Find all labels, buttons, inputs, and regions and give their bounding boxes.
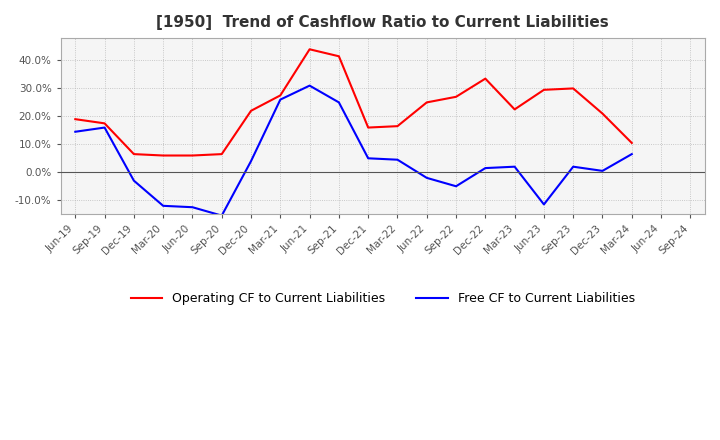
Free CF to Current Liabilities	[569, 164, 577, 169]
Operating CF to Current Liabilities	[217, 151, 226, 157]
Free CF to Current Liabilities	[100, 125, 109, 130]
Operating CF to Current Liabilities	[335, 54, 343, 59]
Operating CF to Current Liabilities	[364, 125, 372, 130]
Line: Free CF to Current Liabilities: Free CF to Current Liabilities	[76, 86, 631, 216]
Operating CF to Current Liabilities	[627, 140, 636, 146]
Free CF to Current Liabilities	[305, 83, 314, 88]
Free CF to Current Liabilities	[364, 156, 372, 161]
Operating CF to Current Liabilities	[451, 94, 460, 99]
Operating CF to Current Liabilities	[100, 121, 109, 126]
Operating CF to Current Liabilities	[481, 76, 490, 81]
Line: Operating CF to Current Liabilities: Operating CF to Current Liabilities	[76, 49, 631, 155]
Free CF to Current Liabilities	[217, 213, 226, 218]
Free CF to Current Liabilities	[159, 203, 168, 209]
Free CF to Current Liabilities	[481, 165, 490, 171]
Free CF to Current Liabilities	[627, 151, 636, 157]
Free CF to Current Liabilities	[247, 158, 256, 164]
Operating CF to Current Liabilities	[510, 107, 519, 112]
Free CF to Current Liabilities	[423, 175, 431, 180]
Operating CF to Current Liabilities	[159, 153, 168, 158]
Free CF to Current Liabilities	[71, 129, 80, 134]
Free CF to Current Liabilities	[539, 202, 548, 207]
Operating CF to Current Liabilities	[247, 108, 256, 114]
Operating CF to Current Liabilities	[423, 100, 431, 105]
Operating CF to Current Liabilities	[539, 87, 548, 92]
Free CF to Current Liabilities	[510, 164, 519, 169]
Free CF to Current Liabilities	[188, 205, 197, 210]
Operating CF to Current Liabilities	[130, 151, 138, 157]
Free CF to Current Liabilities	[598, 168, 607, 173]
Operating CF to Current Liabilities	[393, 124, 402, 129]
Operating CF to Current Liabilities	[305, 47, 314, 52]
Free CF to Current Liabilities	[130, 178, 138, 183]
Operating CF to Current Liabilities	[569, 86, 577, 91]
Free CF to Current Liabilities	[451, 183, 460, 189]
Free CF to Current Liabilities	[276, 97, 284, 102]
Free CF to Current Liabilities	[335, 100, 343, 105]
Free CF to Current Liabilities	[393, 157, 402, 162]
Title: [1950]  Trend of Cashflow Ratio to Current Liabilities: [1950] Trend of Cashflow Ratio to Curren…	[156, 15, 609, 30]
Operating CF to Current Liabilities	[276, 93, 284, 98]
Operating CF to Current Liabilities	[71, 117, 80, 122]
Legend: Operating CF to Current Liabilities, Free CF to Current Liabilities: Operating CF to Current Liabilities, Fre…	[126, 287, 640, 310]
Operating CF to Current Liabilities	[188, 153, 197, 158]
Operating CF to Current Liabilities	[598, 111, 607, 116]
